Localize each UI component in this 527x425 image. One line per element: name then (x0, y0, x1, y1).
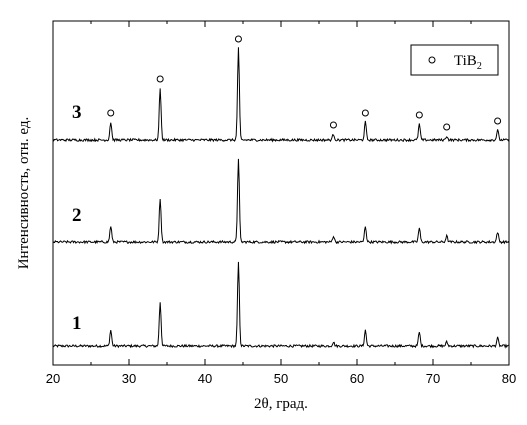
peak-marker-6 (415, 111, 423, 119)
series-label-2: 2 (72, 205, 82, 226)
series-label-1: 1 (72, 313, 82, 334)
peak-markers (107, 35, 502, 131)
peak-marker-8 (494, 117, 502, 125)
series-line-3 (52, 47, 510, 143)
peak-marker-1 (107, 109, 115, 117)
series-line-2 (52, 158, 510, 245)
series-line-1 (52, 261, 510, 349)
legend-box (410, 44, 499, 76)
y-axis-title: Интенсивность, отн. ед. (16, 117, 32, 270)
legend-marker-icon (428, 56, 436, 64)
legend-label-main: TiB (454, 53, 477, 69)
x-axis-title: 2θ, град. (254, 396, 308, 412)
peak-marker-3 (234, 35, 242, 43)
peak-marker-2 (156, 75, 164, 83)
peak-marker-4 (329, 121, 337, 129)
x-tick-label-30: 30 (122, 371, 136, 386)
x-tick-label-40: 40 (198, 371, 212, 386)
x-tick-label-50: 50 (274, 371, 288, 386)
series-label-3: 3 (72, 102, 82, 123)
peak-marker-5 (361, 109, 369, 117)
x-tick-label-70: 70 (426, 371, 440, 386)
x-axis: 20 30 40 50 60 70 80 (46, 21, 516, 386)
series-traces (52, 47, 510, 349)
x-tick-label-20: 20 (46, 371, 60, 386)
legend-label-sub: 2 (477, 61, 482, 72)
peak-marker-7 (443, 123, 451, 131)
legend-label: TiB2 (454, 53, 482, 72)
x-tick-label-60: 60 (350, 371, 364, 386)
legend: TiB2 (410, 44, 499, 76)
x-tick-label-80: 80 (502, 371, 516, 386)
